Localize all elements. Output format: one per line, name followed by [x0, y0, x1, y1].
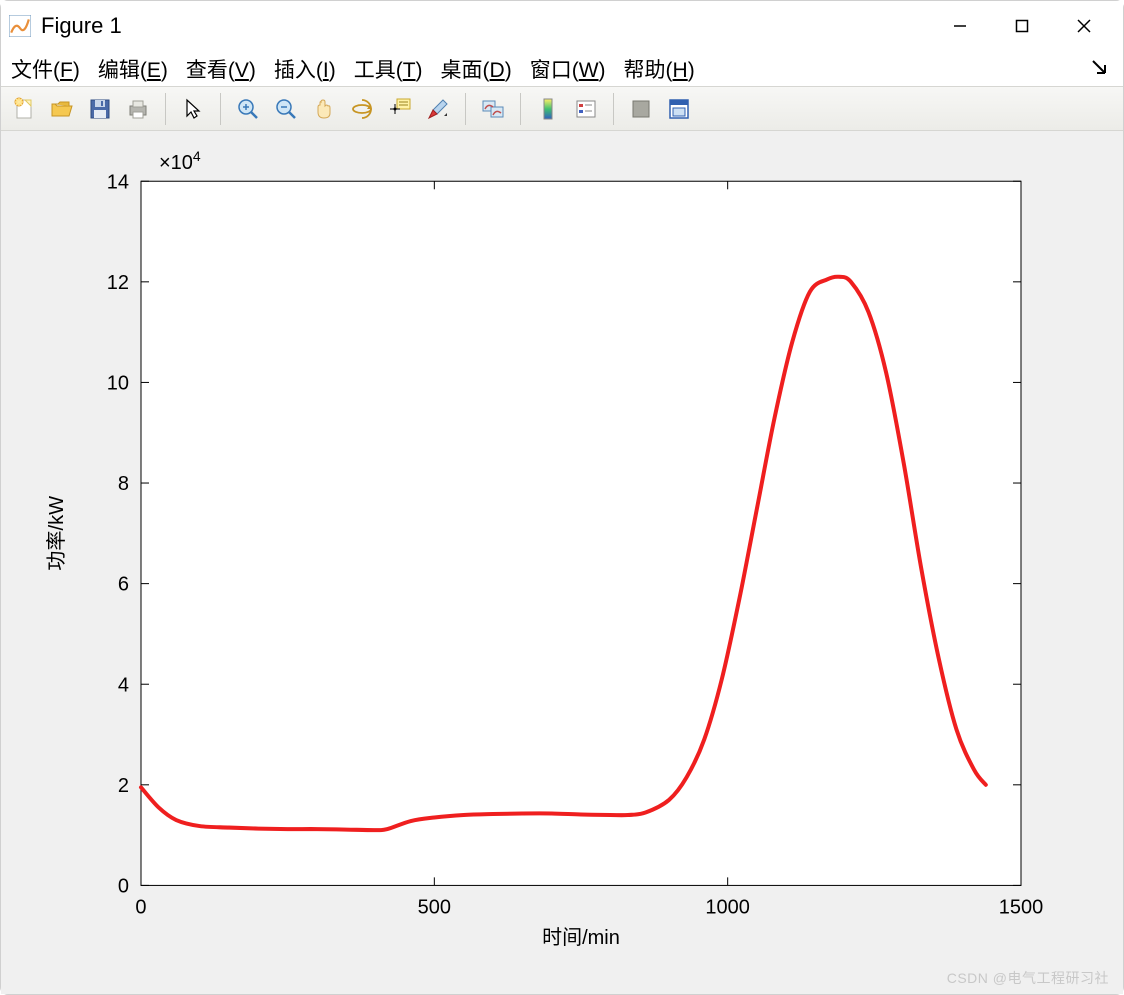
- minimize-button[interactable]: [929, 1, 991, 51]
- svg-text:10: 10: [107, 372, 129, 394]
- app-icon: [9, 15, 31, 37]
- menu-desktop[interactable]: 桌面(D): [441, 54, 512, 84]
- chart[interactable]: 02468101214050010001500×104时间/min功率/kW: [11, 141, 1113, 984]
- colorbar-button[interactable]: [531, 92, 565, 126]
- data-cursor-button[interactable]: [383, 92, 417, 126]
- brush-button[interactable]: [421, 92, 455, 126]
- toolbar-separator: [613, 93, 614, 125]
- open-file-button[interactable]: [45, 92, 79, 126]
- svg-text:12: 12: [107, 272, 129, 294]
- menu-edit[interactable]: 编辑(E): [98, 54, 168, 84]
- rotate3d-button[interactable]: [345, 92, 379, 126]
- window-title: Figure 1: [41, 13, 929, 39]
- save-button[interactable]: [83, 92, 117, 126]
- svg-text:0: 0: [135, 897, 146, 919]
- watermark: CSDN @电气工程研习社: [947, 968, 1109, 988]
- plot-area: 02468101214050010001500×104时间/min功率/kW C…: [1, 131, 1123, 994]
- hide-plot-tools-button[interactable]: [624, 92, 658, 126]
- titlebar: Figure 1: [1, 1, 1123, 51]
- window-controls: [929, 1, 1115, 51]
- link-plot-button[interactable]: [476, 92, 510, 126]
- toolbar: [1, 86, 1123, 131]
- menu-tools[interactable]: 工具(T): [354, 54, 423, 84]
- svg-text:1000: 1000: [705, 897, 749, 919]
- svg-text:功率/kW: 功率/kW: [45, 496, 68, 571]
- menu-view[interactable]: 查看(V): [186, 54, 256, 84]
- toolbar-separator: [220, 93, 221, 125]
- menu-help[interactable]: 帮助(H): [624, 54, 695, 84]
- menu-window[interactable]: 窗口(W): [530, 54, 606, 84]
- svg-text:500: 500: [418, 897, 451, 919]
- menu-insert[interactable]: 插入(I): [274, 54, 336, 84]
- pan-button[interactable]: [307, 92, 341, 126]
- new-figure-button[interactable]: [7, 92, 41, 126]
- svg-text:时间/min: 时间/min: [542, 926, 620, 949]
- dock-arrow-icon[interactable]: [1091, 59, 1109, 83]
- toolbar-separator: [465, 93, 466, 125]
- menubar: 文件(F) 编辑(E) 查看(V) 插入(I) 工具(T) 桌面(D) 窗口(W…: [1, 51, 1123, 86]
- toolbar-separator: [165, 93, 166, 125]
- menu-file[interactable]: 文件(F): [11, 54, 80, 84]
- toolbar-separator: [520, 93, 521, 125]
- svg-text:2: 2: [118, 775, 129, 797]
- print-button[interactable]: [121, 92, 155, 126]
- svg-text:1500: 1500: [999, 897, 1043, 919]
- dock-figure-button[interactable]: [662, 92, 696, 126]
- zoom-in-button[interactable]: [231, 92, 265, 126]
- svg-text:4: 4: [118, 674, 129, 696]
- maximize-button[interactable]: [991, 1, 1053, 51]
- svg-text:8: 8: [118, 473, 129, 495]
- legend-button[interactable]: [569, 92, 603, 126]
- svg-text:6: 6: [118, 574, 129, 596]
- zoom-out-button[interactable]: [269, 92, 303, 126]
- svg-text:14: 14: [107, 171, 129, 193]
- svg-text:0: 0: [118, 875, 129, 897]
- close-button[interactable]: [1053, 1, 1115, 51]
- pointer-button[interactable]: [176, 92, 210, 126]
